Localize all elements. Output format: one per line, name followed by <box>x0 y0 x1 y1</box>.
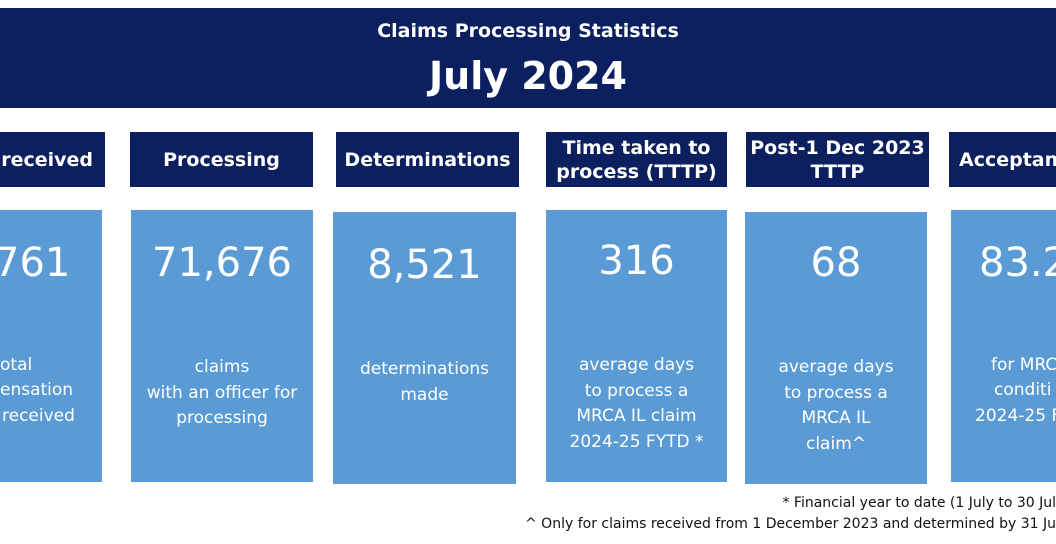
heading-text: s received <box>0 148 93 171</box>
footnote-post-dec: ^ Only for claims received from 1 Decemb… <box>525 516 1056 532</box>
tile-desc-line: made <box>400 384 449 405</box>
tile-desc-line: otal <box>0 355 33 375</box>
tile-desc-line: conditi <box>994 380 1052 400</box>
heading-line: process (TTTP) <box>556 160 717 183</box>
tile-desc-line: to process a <box>584 380 689 401</box>
tile-desc-line: with an officer for <box>146 382 298 403</box>
tile-desc-line: average days <box>578 355 695 375</box>
tile-desc-line: 2024-25 F <box>975 406 1056 426</box>
tile-desc-line: for MRC <box>991 355 1056 375</box>
tile-acceptance: 83.2 for MRC conditi 2024-25 F <box>951 210 1056 482</box>
footnote-fytd: * Financial year to date (1 July to 30 J… <box>782 495 1056 511</box>
tile-desc-line: claim^ <box>805 433 866 454</box>
tile-desc: average days to process a MRCA IL claim … <box>546 353 727 455</box>
tile-value: 316 <box>598 238 675 284</box>
tile-desc-line: to process a <box>784 382 888 403</box>
tile-value: 8,521 <box>367 242 482 288</box>
title-banner: Claims Processing Statistics July 2024 <box>0 8 1056 108</box>
header-processing: Processing <box>130 132 313 187</box>
tile-value: 83.2 <box>979 240 1056 286</box>
tile-desc: claims with an officer for processing <box>131 355 313 432</box>
heading-line: TTTP <box>810 160 865 183</box>
tile-desc-line: MRCA IL <box>801 408 871 428</box>
header-determinations: Determinations <box>336 132 519 187</box>
tile-desc-line: MRCA IL claim <box>576 406 697 426</box>
tile-post-dec-tttp: 68 average days to process a MRCA IL cla… <box>745 212 927 484</box>
tile-desc-line: processing <box>176 408 268 428</box>
header-post-dec-tttp: Post-1 Dec 2023 TTTP <box>746 132 929 187</box>
tile-value: 68 <box>810 240 862 286</box>
heading-text: Acceptanc <box>959 148 1056 171</box>
tile-desc-line: claims <box>194 357 250 377</box>
tile-determinations: 8,521 determinations made <box>333 212 516 484</box>
page-title: Claims Processing Statistics <box>377 20 679 42</box>
tile-value: 761 <box>0 240 71 286</box>
tile-tttp: 316 average days to process a MRCA IL cl… <box>546 210 727 482</box>
heading-line: Time taken to <box>562 136 711 159</box>
tile-desc-line: 2024-25 FYTD * <box>569 431 704 452</box>
header-claims-received: s received <box>0 132 105 187</box>
tile-value: 71,676 <box>152 240 292 286</box>
tile-desc: average days to process a MRCA IL claim^ <box>745 355 927 457</box>
tile-claims-received: 761 otal ensation received <box>0 210 102 482</box>
header-acceptance: Acceptanc <box>949 132 1056 187</box>
tile-desc-line: received <box>2 406 75 426</box>
tile-desc-line: average days <box>778 357 894 377</box>
tile-processing: 71,676 claims with an officer for proces… <box>131 210 313 482</box>
report-month: July 2024 <box>429 54 627 98</box>
header-tttp: Time taken to process (TTTP) <box>546 132 727 187</box>
heading-text: Determinations <box>344 148 511 171</box>
tile-desc: determinations made <box>333 357 516 408</box>
tile-desc-line: determinations <box>360 359 489 379</box>
heading-line: Post-1 Dec 2023 <box>750 136 925 159</box>
tile-desc-line: ensation <box>0 380 74 400</box>
heading-text: Processing <box>163 148 280 171</box>
